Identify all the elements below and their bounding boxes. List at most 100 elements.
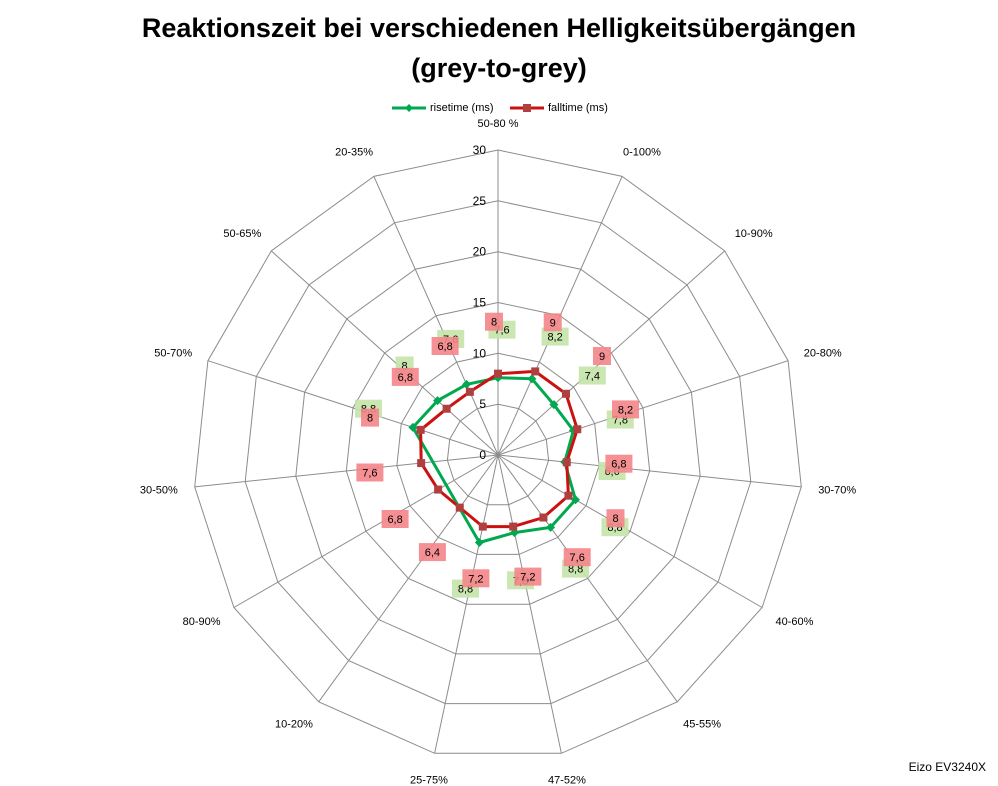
grid-spoke [373,176,499,456]
category-label: 30-50% [140,485,178,497]
legend-falltime-marker-icon [510,104,544,112]
legend-risetime-marker-icon [392,104,426,112]
data-label-bg [418,543,446,562]
tick-label: 30 [473,143,487,157]
data-label: 8 [402,361,408,373]
data-label-bg [381,510,409,528]
category-label: 20-80% [804,347,842,359]
category-label: 20-35% [335,147,373,159]
data-point-falltime [416,425,425,434]
tick-label: 10 [473,346,487,360]
data-point-risetime [433,396,443,406]
tick-label: 15 [473,296,487,310]
data-label-bg [563,548,591,567]
data-label: 8,8 [568,564,583,576]
data-point-falltime [465,387,474,396]
data-point-falltime [455,503,464,512]
data-label: 7,2 [468,573,483,585]
data-label: 6,8 [398,372,413,384]
grid-ring [396,352,600,555]
data-label: 8,2 [547,332,562,344]
legend-label-falltime: falltime (ms) [548,102,608,114]
data-point-falltime [509,522,518,531]
grid-spoke [497,454,678,703]
tick-label: 25 [473,194,487,208]
data-point-risetime [570,495,580,505]
data-point-risetime [527,374,537,384]
data-point-falltime [573,425,582,434]
data-point-falltime [478,522,487,531]
category-label: 45-55% [683,719,721,731]
data-point-risetime [546,522,556,532]
data-label-bg [485,312,503,331]
data-label: 6,8 [611,459,626,471]
data-label-bg [356,463,384,482]
grid-spoke [497,454,562,754]
grid-spoke [194,454,499,488]
data-label-bg [578,366,606,385]
data-label: 7,2 [520,572,535,584]
data-label-bg [606,509,625,528]
grid-spoke [270,250,499,456]
chart-title-line2: (grey-to-grey) [411,53,587,83]
grid-spoke [434,454,499,754]
data-point-falltime [562,458,571,467]
data-point-falltime [539,513,548,522]
category-label: 47-52% [548,775,586,786]
data-label-bg [593,347,611,365]
grid-spoke [497,360,789,456]
series-line-falltime [419,369,579,529]
data-label: 8,2 [618,404,633,416]
grid-ring [244,200,752,705]
category-label: 10-90% [735,228,773,240]
data-label: 9 [599,351,605,363]
data-label: 6,8 [387,514,402,526]
category-label: 80-90% [183,616,221,628]
data-label: 9 [550,317,556,329]
chart-title-line1: Reaktionszeit bei verschiedenen Helligke… [141,13,857,43]
data-label-bg [612,400,639,419]
category-label: 25-75% [410,775,448,786]
grid-spoke [497,454,763,608]
grid-ring [345,301,651,605]
grid-spoke [497,250,726,456]
data-label: 8 [367,413,373,425]
data-label-bg [543,313,562,332]
grid-spoke [497,454,802,488]
data-label-bg [462,569,490,588]
legend: risetime (ms) falltime (ms) [0,100,998,116]
category-label: 40-60% [776,616,814,628]
data-label: 7,4 [585,371,600,383]
grid-spoke [318,454,499,703]
data-label-bg [391,367,419,386]
data-label: 7,6 [362,468,377,480]
category-label: 30-70% [818,485,856,497]
grid-ring [194,149,802,754]
grid-spoke [207,360,499,456]
data-label-bg [605,454,633,473]
grid-spoke [233,454,499,608]
device-annotation: Eizo EV3240X [908,760,986,774]
data-point-risetime [549,400,559,410]
data-label-bg [514,567,542,586]
data-point-falltime [442,404,451,413]
category-label: 10-20% [275,719,313,731]
data-label: 6,8 [437,341,452,353]
data-point-falltime [564,491,573,500]
data-label-bg [431,337,459,355]
tick-label: 20 [473,245,487,259]
data-label-bg [361,408,379,427]
data-point-risetime [462,379,472,389]
data-point-falltime [531,367,540,376]
tick-label: 5 [479,397,486,411]
category-label: 50-80 % [478,118,519,130]
data-label: 6,4 [425,547,440,559]
data-point-falltime [417,459,426,468]
chart-title: Reaktionszeit bei verschiedenen Helligke… [0,8,998,88]
category-label: 50-70% [154,347,192,359]
data-label-bg [541,327,569,346]
data-point-risetime [408,422,418,432]
data-label: 8 [491,317,497,329]
data-point-falltime [561,389,570,398]
